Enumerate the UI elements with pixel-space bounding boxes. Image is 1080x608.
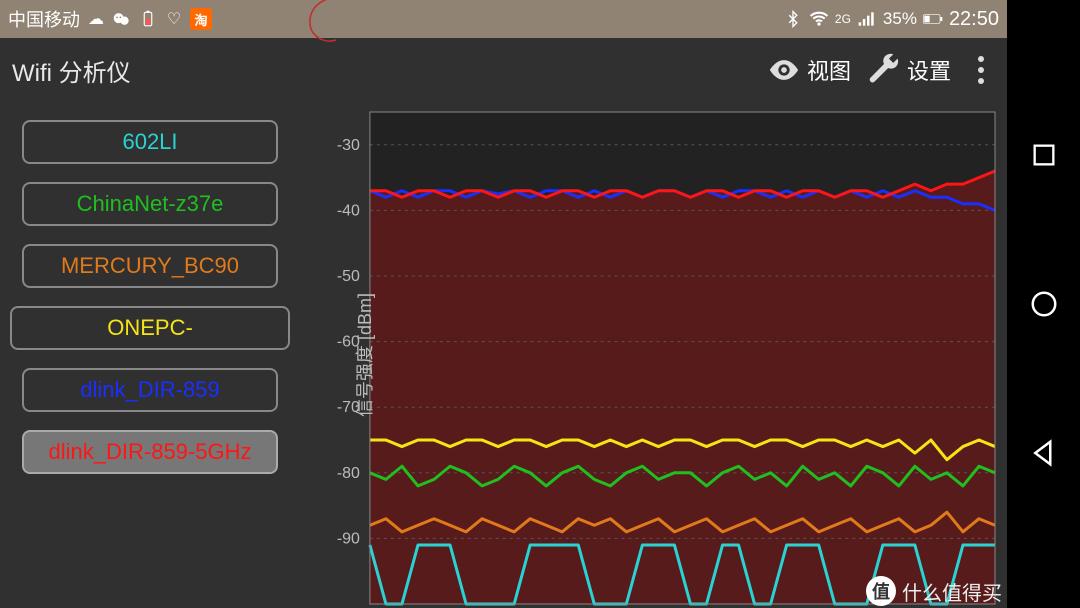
back-button[interactable] bbox=[1026, 435, 1062, 471]
svg-text:-50: -50 bbox=[337, 268, 360, 285]
eye-icon bbox=[767, 53, 801, 87]
ssid-list: 602LI ChinaNet-z37e MERCURY_BC90 ONEPC-dlin… bbox=[0, 102, 300, 608]
watermark: 值 什么值得买 bbox=[866, 576, 1002, 606]
ssid-item[interactable]: dlink_DIR-859 bbox=[22, 368, 278, 412]
wifi-icon bbox=[809, 9, 829, 29]
action-bar: Wifi 分析仪 视图 设置 bbox=[0, 38, 1007, 102]
system-navbar bbox=[1007, 0, 1080, 608]
view-button[interactable]: 视图 bbox=[767, 53, 851, 87]
svg-text:-80: -80 bbox=[337, 465, 360, 482]
home-button[interactable] bbox=[1026, 286, 1062, 322]
cell-signal-icon bbox=[857, 9, 877, 29]
battery-percent: 35% bbox=[883, 9, 917, 29]
app-title: Wifi 分析仪 bbox=[12, 53, 131, 88]
overflow-menu[interactable] bbox=[967, 56, 995, 84]
settings-button[interactable]: 设置 bbox=[867, 53, 951, 87]
svg-text:-30: -30 bbox=[337, 137, 360, 154]
cloud-icon: ☁ bbox=[86, 9, 106, 29]
battery-app-icon bbox=[138, 9, 158, 29]
carrier-label: 中国移动 bbox=[8, 6, 80, 32]
ssid-item[interactable]: ONEPC- bbox=[10, 306, 290, 350]
wechat-icon bbox=[112, 9, 132, 29]
bluetooth-icon bbox=[783, 9, 803, 29]
ssid-item[interactable]: 602LI bbox=[22, 120, 278, 164]
wrench-icon bbox=[867, 53, 901, 87]
ssid-item[interactable]: MERCURY_BC90 bbox=[22, 244, 278, 288]
signal-chart: 信号强度 [dBm] -30-40-50-60-70-80-90 bbox=[300, 102, 1007, 608]
y-axis-label: 信号强度 [dBm] bbox=[351, 293, 377, 417]
svg-text:-90: -90 bbox=[337, 530, 360, 547]
app-body: Wifi 分析仪 视图 设置 602LI ChinaNet-z37e MERCURY… bbox=[0, 38, 1007, 608]
watermark-text: 什么值得买 bbox=[902, 577, 1002, 606]
taobao-icon: 淘 bbox=[190, 8, 212, 30]
status-bar: 中国移动 ☁ ♡ 淘 2G 35% bbox=[0, 0, 1007, 38]
signal-generation: 2G bbox=[835, 12, 851, 26]
ssid-item[interactable]: dlink_DIR-859-5GHz bbox=[22, 430, 278, 474]
recents-button[interactable] bbox=[1026, 137, 1062, 173]
chart-canvas: -30-40-50-60-70-80-90 bbox=[300, 102, 999, 608]
clock: 22:50 bbox=[949, 8, 999, 31]
settings-label: 设置 bbox=[907, 54, 951, 86]
ssid-item[interactable]: ChinaNet-z37e bbox=[22, 182, 278, 226]
battery-icon bbox=[923, 9, 943, 29]
view-label: 视图 bbox=[807, 54, 851, 86]
heart-icon: ♡ bbox=[164, 9, 184, 29]
svg-text:-40: -40 bbox=[337, 202, 360, 219]
watermark-badge: 值 bbox=[866, 576, 896, 606]
